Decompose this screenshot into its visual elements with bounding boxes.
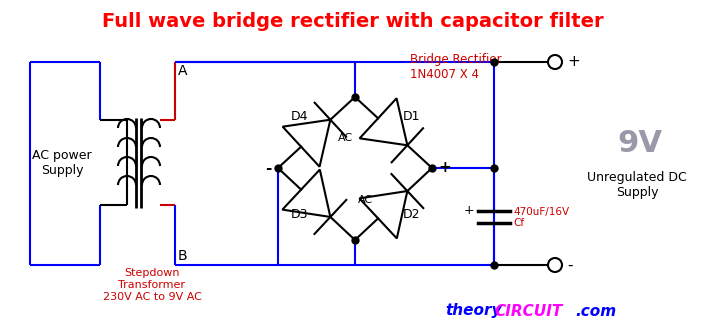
- Text: Unregulated DC
Supply: Unregulated DC Supply: [587, 171, 687, 199]
- Text: B: B: [178, 249, 188, 263]
- Text: +: +: [567, 54, 580, 69]
- Text: A: A: [178, 64, 188, 78]
- Text: Bridge Rectifier: Bridge Rectifier: [410, 53, 502, 66]
- Text: +: +: [463, 204, 474, 217]
- Text: AC: AC: [338, 133, 352, 143]
- Text: AC: AC: [357, 195, 372, 205]
- Text: theory: theory: [445, 304, 501, 319]
- Text: 230V AC to 9V AC: 230V AC to 9V AC: [102, 292, 202, 302]
- Text: +: +: [438, 160, 450, 175]
- Text: -: -: [567, 258, 572, 273]
- Text: D4: D4: [291, 110, 309, 123]
- Text: -: -: [266, 160, 272, 175]
- Text: Stepdown: Stepdown: [124, 268, 180, 278]
- Text: CIRCUIT: CIRCUIT: [494, 304, 563, 319]
- Text: D2: D2: [403, 208, 421, 221]
- Text: 9V: 9V: [618, 128, 663, 157]
- Text: .com: .com: [575, 304, 616, 319]
- Text: Transformer: Transformer: [118, 280, 185, 290]
- Text: D3: D3: [291, 208, 309, 221]
- Text: D1: D1: [403, 110, 421, 123]
- Text: Full wave bridge rectifier with capacitor filter: Full wave bridge rectifier with capacito…: [102, 12, 603, 31]
- Text: 1N4007 X 4: 1N4007 X 4: [410, 68, 479, 81]
- Text: Cf: Cf: [513, 218, 524, 229]
- Text: AC power
Supply: AC power Supply: [32, 149, 92, 177]
- Text: 470uF/16V: 470uF/16V: [513, 206, 569, 216]
